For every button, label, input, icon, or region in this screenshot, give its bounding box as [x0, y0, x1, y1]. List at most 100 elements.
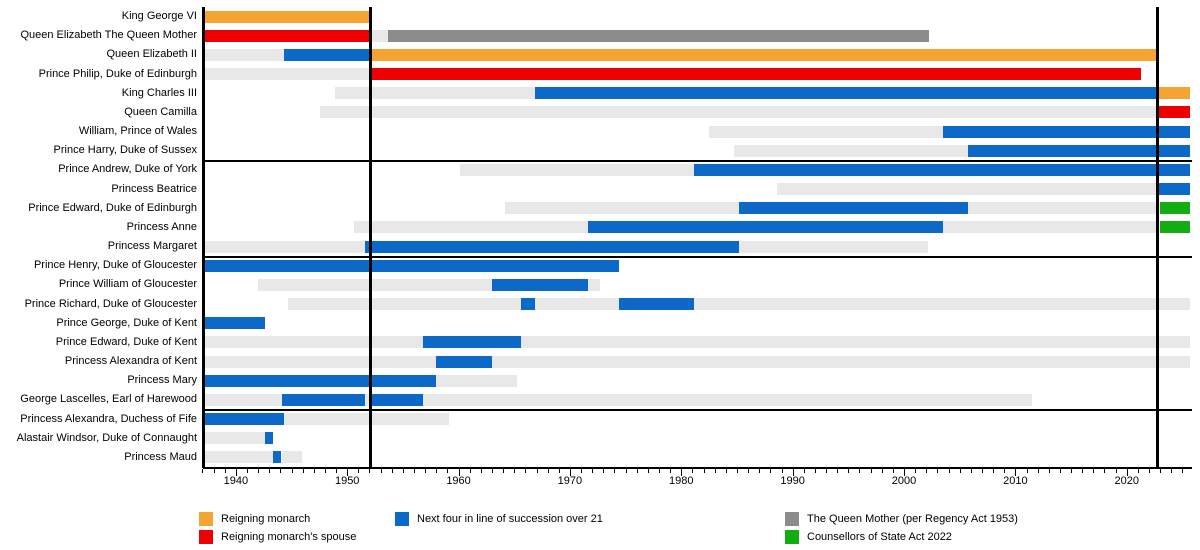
x-tick-minor — [614, 469, 616, 473]
bar-segment-alive — [370, 29, 389, 42]
x-tick-minor — [302, 469, 304, 473]
x-tick-minor — [603, 469, 605, 473]
x-tick-minor — [436, 469, 438, 473]
bar-segment-alive — [203, 355, 437, 368]
bar-segment-act2022 — [1159, 202, 1191, 215]
bar-segment-alive — [203, 48, 284, 61]
row-label: Princess Anne — [126, 220, 197, 233]
section-separator-line — [203, 256, 1192, 258]
x-tick-minor — [1082, 469, 1084, 473]
x-tick-minor — [514, 469, 516, 473]
x-tick-minor — [1104, 469, 1106, 473]
x-tick-minor — [926, 469, 928, 473]
x-tick-minor — [246, 469, 248, 473]
x-tick-minor — [1171, 469, 1173, 473]
row-label: Prince Philip, Duke of Edinburgh — [38, 67, 197, 80]
x-tick-major — [1015, 469, 1017, 476]
bar-segment-alive — [365, 393, 371, 406]
x-tick-minor — [258, 469, 260, 473]
x-tick-minor — [1026, 469, 1028, 473]
bar-segment-alive — [203, 432, 266, 445]
legend-swatch-spouse — [199, 529, 213, 544]
x-tick-minor — [324, 469, 326, 473]
row-label: Prince Edward, Duke of Edinburgh — [28, 201, 197, 214]
x-tick-minor — [670, 469, 672, 473]
legend-swatch-act2022 — [785, 529, 799, 544]
x-tick-minor — [703, 469, 705, 473]
x-tick-minor — [892, 469, 894, 473]
row-label: Prince George, Duke of Kent — [56, 316, 197, 329]
x-tick-minor — [859, 469, 861, 473]
bar-segment-alive — [257, 278, 492, 291]
x-tick-major — [458, 469, 460, 476]
x-tick-major — [792, 469, 794, 476]
x-tick-minor — [781, 469, 783, 473]
row-label: Prince William of Gloucester — [58, 278, 197, 291]
x-tick-minor — [358, 469, 360, 473]
x-tick-minor — [803, 469, 805, 473]
row-label: Prince Richard, Duke of Gloucester — [24, 297, 197, 310]
bar-segment-alive — [319, 106, 1157, 119]
row-label: Princess Margaret — [107, 240, 197, 253]
bar-segment-alive — [967, 202, 1157, 215]
bar-segment-alive — [281, 451, 303, 464]
bar-segment-counsellor — [281, 393, 366, 406]
bar-segment-counsellor — [283, 48, 371, 61]
x-tick-label: 2000 — [891, 475, 917, 487]
bar-segment-counsellor — [203, 374, 437, 387]
row-label: William, Prince of Wales — [78, 125, 197, 138]
x-tick-major — [1126, 469, 1128, 476]
x-tick-label: 2010 — [1003, 475, 1028, 487]
x-tick-label: 1960 — [446, 475, 471, 487]
bar-segment-alive — [739, 240, 928, 253]
x-tick-minor — [993, 469, 995, 473]
row-label: Prince Edward, Duke of Kent — [55, 335, 197, 348]
section-separator-line — [203, 160, 1192, 162]
legend-label: Reigning monarch's spouse — [221, 530, 357, 543]
row-label: Princess Alexandra of Kent — [64, 355, 197, 368]
row-label: King Charles III — [121, 86, 197, 99]
bar-segment-spouse — [203, 29, 371, 42]
bar-segment-alive — [203, 393, 282, 406]
row-label: Prince Andrew, Duke of York — [58, 163, 197, 176]
x-tick-minor — [369, 469, 371, 473]
x-tick-minor — [725, 469, 727, 473]
x-tick-minor — [313, 469, 315, 473]
x-tick-minor — [491, 469, 493, 473]
bar-segment-alive — [535, 298, 620, 311]
x-tick-minor — [636, 469, 638, 473]
legend-item: Next four in line of succession over 21 — [395, 512, 715, 526]
bar-segment-counsellor — [521, 298, 536, 311]
x-tick-minor — [447, 469, 449, 473]
x-tick-minor — [391, 469, 393, 473]
event-line — [369, 7, 373, 468]
bar-segment-alive — [203, 336, 423, 349]
x-tick-minor — [1093, 469, 1095, 473]
section-separator-line — [203, 409, 1192, 411]
x-tick-minor — [714, 469, 716, 473]
row-label: Alastair Windsor, Duke of Connaught — [16, 431, 197, 444]
bar-segment-alive — [436, 374, 517, 387]
x-tick-minor — [881, 469, 883, 473]
x-tick-minor — [1149, 469, 1150, 473]
bar-segment-alive — [942, 221, 1157, 234]
x-tick-minor — [759, 469, 761, 473]
x-tick-minor — [1048, 469, 1050, 473]
x-tick-minor — [937, 469, 939, 473]
x-tick-minor — [1160, 469, 1162, 473]
bar-segment-alive — [693, 298, 1191, 311]
bar-segment-counsellor — [370, 393, 423, 406]
x-tick-minor — [547, 469, 549, 473]
legend-label: Next four in line of succession over 21 — [417, 513, 603, 525]
bar-segment-alive — [491, 355, 1191, 368]
bar-segment-counsellor — [535, 87, 1157, 100]
row-label: Queen Camilla — [124, 105, 197, 118]
x-tick-label: 1950 — [334, 475, 360, 487]
event-line — [201, 7, 205, 468]
x-tick-minor — [981, 469, 983, 473]
bar-segment-alive — [777, 183, 1157, 196]
x-tick-minor — [837, 469, 839, 473]
x-tick-label: 2020 — [1114, 475, 1139, 487]
bar-segment-act2022 — [1159, 221, 1191, 234]
x-tick-minor — [1037, 469, 1039, 473]
